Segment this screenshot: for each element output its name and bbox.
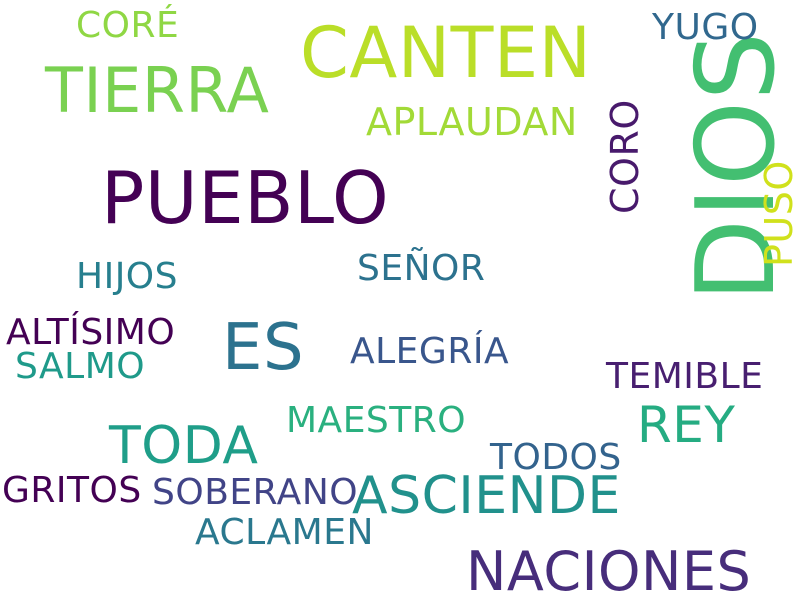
word-naciones: NACIONES xyxy=(466,540,752,603)
word-hijos: HIJOS xyxy=(76,256,178,297)
word-puso: PUSO xyxy=(757,160,800,267)
word-maestro: MAESTRO xyxy=(286,400,467,441)
word-alegria: ALEGRÍA xyxy=(350,331,510,372)
word-aclamen: ACLAMEN xyxy=(195,512,374,553)
word-yugo: YUGO xyxy=(652,7,759,48)
word-pueblo: PUEBLO xyxy=(101,156,390,240)
word-rey: REY xyxy=(637,396,736,454)
word-soberano: SOBERANO xyxy=(152,472,359,513)
word-core: CORÉ xyxy=(76,5,180,46)
word-coro: CORO xyxy=(603,99,647,214)
word-altisimo: ALTÍSIMO xyxy=(6,312,176,353)
word-es: ES xyxy=(222,311,305,385)
word-canten: CANTEN xyxy=(300,12,592,94)
word-aplaudan: APLAUDAN xyxy=(366,100,578,144)
word-senor: SEÑOR xyxy=(357,248,486,289)
word-gritos: GRITOS xyxy=(2,470,142,511)
word-asciende: ASCIENDE xyxy=(352,466,621,526)
word-temible: TEMIBLE xyxy=(606,356,764,397)
word-todos: TODOS xyxy=(490,437,622,478)
word-salmo: SALMO xyxy=(15,346,146,387)
word-toda: TODA xyxy=(109,416,259,476)
word-tierra: TIERRA xyxy=(45,54,270,127)
